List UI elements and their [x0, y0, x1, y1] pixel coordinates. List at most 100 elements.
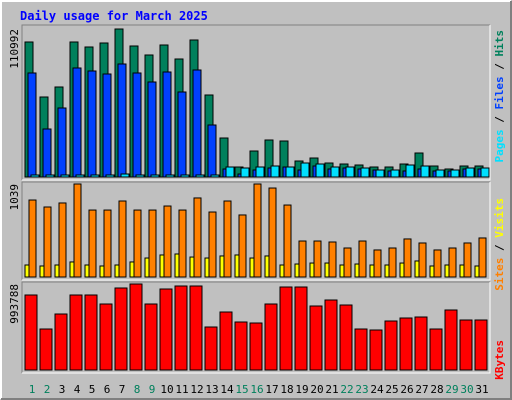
bar: [330, 166, 340, 178]
bar: [30, 174, 40, 178]
x-tick-label: 23: [355, 383, 368, 396]
bar: [60, 174, 70, 178]
bar: [375, 169, 385, 178]
bar: [75, 174, 85, 178]
bar: [249, 322, 263, 371]
x-tick-label: 28: [430, 383, 443, 396]
panel-edge-light: [22, 25, 491, 181]
bar: [144, 303, 158, 371]
bar: [90, 174, 100, 178]
x-tick-label: 13: [205, 383, 218, 396]
x-tick-label: 20: [310, 383, 323, 396]
x-tick-label: 3: [59, 383, 66, 396]
bar: [192, 69, 202, 178]
x-tick-label: 9: [149, 383, 156, 396]
bar: [73, 183, 82, 278]
panel-edge-light: [22, 282, 491, 374]
bar: [165, 174, 175, 178]
bar: [309, 305, 323, 371]
bar: [420, 165, 430, 178]
bar: [195, 174, 205, 178]
legend-label: Pages: [493, 129, 506, 162]
bar: [87, 70, 97, 178]
bar: [42, 128, 52, 178]
x-tick-label: 14: [220, 383, 234, 396]
x-tick-label: 17: [265, 383, 278, 396]
legend-label: Hits: [493, 30, 506, 57]
bar: [43, 206, 52, 278]
bar: [418, 242, 427, 278]
x-tick-label: 10: [160, 383, 173, 396]
x-tick-label: 26: [400, 383, 413, 396]
bar: [345, 166, 355, 178]
bar: [463, 242, 472, 278]
bar: [285, 166, 295, 178]
legend: Pages / Files / Hits: [493, 30, 506, 163]
panel-edge-dark: [21, 24, 490, 180]
bar: [480, 167, 490, 178]
legend: Sites / Visits: [493, 198, 506, 291]
legend-label: Files: [493, 76, 506, 109]
bar: [384, 320, 398, 371]
bar: [298, 240, 307, 278]
bar: [118, 200, 127, 278]
bar: [103, 209, 112, 278]
bar: [238, 214, 247, 278]
x-tick-label: 25: [385, 383, 398, 396]
bar: [435, 169, 445, 178]
bar: [133, 209, 142, 278]
panel-edge-dark: [21, 281, 490, 373]
bar: [390, 169, 400, 178]
bar: [28, 199, 37, 278]
bar: [69, 294, 83, 371]
bar: [58, 202, 67, 278]
bar: [255, 166, 265, 178]
bar: [219, 311, 233, 371]
bar: [354, 328, 368, 371]
legend-separator: /: [493, 110, 506, 130]
bar: [294, 286, 308, 371]
bar: [204, 326, 218, 371]
x-tick-label: 19: [295, 383, 308, 396]
bar: [225, 166, 235, 178]
bar: [180, 174, 190, 178]
bar: [39, 328, 53, 371]
bar: [105, 174, 115, 178]
bar: [27, 72, 37, 178]
bar: [315, 163, 325, 178]
bar: [234, 321, 248, 371]
legend: KBytes: [493, 340, 506, 380]
bar: [240, 167, 250, 178]
bar: [405, 164, 415, 178]
bar: [223, 200, 232, 278]
bar: [373, 249, 382, 278]
x-tick-label: 30: [460, 383, 473, 396]
legend-separator: /: [493, 57, 506, 77]
bar: [253, 183, 262, 278]
legend-label: KBytes: [493, 340, 506, 380]
bar: [450, 169, 460, 178]
bar: [84, 294, 98, 371]
bar: [429, 328, 443, 371]
bar: [339, 304, 353, 371]
bar: [162, 71, 172, 178]
bar: [148, 209, 157, 278]
bar: [433, 249, 442, 278]
legend-separator: /: [493, 238, 506, 258]
bar: [120, 173, 130, 178]
bar: [414, 316, 428, 371]
bar: [283, 204, 292, 278]
x-tick-label: 21: [325, 383, 338, 396]
bar: [388, 247, 397, 278]
bar: [465, 167, 475, 178]
bar: [150, 174, 160, 178]
bar: [270, 165, 280, 178]
bar: [343, 247, 352, 278]
bar: [72, 67, 82, 178]
x-tick-label: 2: [44, 383, 51, 396]
bar: [57, 107, 67, 178]
x-tick-label: 1: [29, 383, 36, 396]
chart-title: Daily usage for March 2025: [20, 9, 208, 23]
